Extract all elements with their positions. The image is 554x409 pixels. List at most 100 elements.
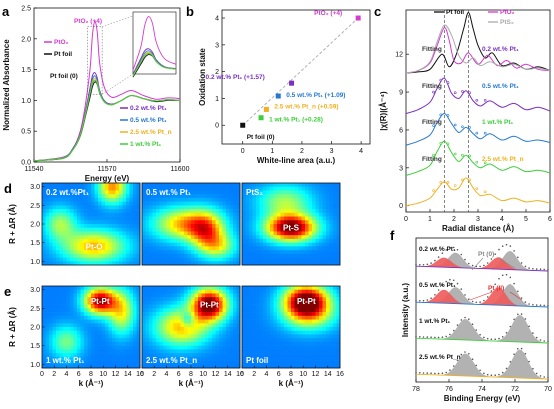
heat-cell (308, 323, 313, 328)
heat-cell (229, 238, 234, 243)
heat-cell (70, 315, 74, 320)
heat-cell (70, 246, 74, 251)
heat-cell (226, 327, 230, 332)
xps-data-dot (422, 372, 425, 374)
heat-cell (242, 205, 246, 210)
heat-cell (194, 261, 199, 266)
heat-cell (333, 349, 337, 354)
heat-cell (80, 257, 85, 262)
heat-cell (249, 349, 253, 354)
heat-cell (180, 186, 185, 191)
xps-component-fill (416, 353, 548, 379)
heat-cell (177, 197, 181, 202)
heat-cell (212, 257, 216, 262)
heat-cell (129, 220, 134, 225)
heat-cell (249, 327, 253, 332)
heat-cell (136, 315, 141, 320)
heat-cell (194, 209, 199, 214)
heat-cell (184, 235, 188, 240)
heat-cell (133, 253, 137, 258)
heat-cell (77, 353, 81, 358)
heat-cell (284, 330, 288, 335)
heat-cell (133, 308, 137, 313)
heat-cell (119, 197, 123, 202)
heat-cell (156, 224, 160, 229)
heat-cell (259, 330, 264, 335)
heat-cell (226, 194, 230, 199)
heat-cell (173, 360, 178, 365)
heat-cell (291, 330, 295, 335)
heat-cell (84, 286, 88, 291)
heat-cell (208, 319, 213, 324)
heat-cell (56, 319, 60, 324)
heat-cell (201, 227, 206, 232)
heat-cell (152, 297, 157, 302)
heat-cell (105, 349, 109, 354)
legend-label-c: PtS₂ (500, 19, 514, 26)
heat-cell (91, 289, 95, 294)
heat-cell (91, 323, 95, 328)
heat-cell (112, 216, 116, 221)
heat-cell (198, 323, 202, 328)
heat-cell (273, 327, 278, 332)
heat-cell (145, 231, 150, 236)
data-point-b (240, 122, 246, 128)
heat-cell (194, 242, 199, 247)
xps-component-fill (416, 257, 548, 271)
heat-cell (70, 286, 74, 291)
heat-cell (156, 190, 160, 195)
heat-cell (142, 246, 146, 251)
heat-cell (259, 356, 264, 361)
heat-cell (242, 300, 246, 305)
heat-cell (270, 224, 274, 229)
heat-cell (194, 323, 199, 328)
y-tick-label-b: 2 (215, 69, 219, 76)
heat-cell (280, 212, 285, 217)
sample-label-c: 0.2 wt.% Pt₁ (482, 46, 519, 53)
heat-cell (91, 327, 95, 332)
heat-cell (59, 293, 64, 298)
heat-cell (84, 356, 88, 361)
heat-cell (108, 319, 113, 324)
heat-cell (201, 286, 206, 291)
heat-cell (77, 334, 81, 339)
heat-cell (249, 186, 253, 191)
heat-cell (184, 334, 188, 339)
fitting-label-c: Fitting (422, 119, 442, 126)
heat-cell (233, 334, 237, 339)
heat-cell (163, 338, 167, 343)
heat-cell (94, 286, 99, 291)
heat-cell (301, 186, 306, 191)
heat-cell (163, 353, 167, 358)
heat-cell (336, 235, 341, 240)
heat-cell (66, 250, 71, 255)
heat-cell (59, 183, 64, 188)
heat-cell (236, 360, 241, 365)
heat-cell (133, 186, 137, 191)
heat-cell (280, 349, 285, 354)
heat-cell (70, 212, 74, 217)
heat-cell (115, 224, 120, 229)
heat-cell (98, 319, 102, 324)
heat-cell (136, 224, 141, 229)
heat-cell (259, 341, 264, 346)
heat-cell (298, 286, 302, 291)
heat-cell (191, 308, 195, 313)
heat-cell (205, 289, 209, 294)
heat-cell (229, 227, 234, 232)
heat-cell (236, 183, 241, 188)
heat-cell (252, 327, 257, 332)
heat-cell (152, 345, 157, 350)
heat-cell (305, 201, 309, 206)
heat-cell (319, 250, 323, 255)
data-label-b: PtO₂ (+4) (314, 10, 342, 17)
heat-cell (245, 242, 250, 247)
heat-cell (336, 289, 341, 294)
heat-cell (294, 308, 299, 313)
heat-cell (280, 289, 285, 294)
x-tick-label-a: 11570 (98, 166, 117, 173)
heat-cell (298, 238, 302, 243)
heat-cell (70, 194, 74, 199)
heat-cell (208, 238, 213, 243)
